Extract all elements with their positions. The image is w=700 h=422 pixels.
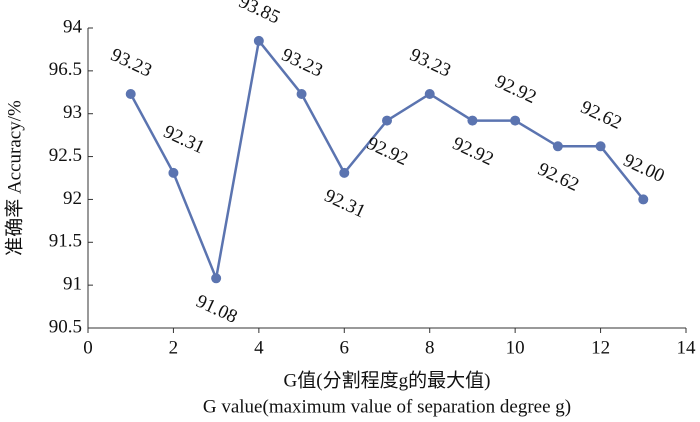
y-tick-label: 93 xyxy=(63,102,82,123)
x-tick-label: 10 xyxy=(506,337,525,358)
data-label: 92.31 xyxy=(160,121,208,158)
data-point xyxy=(296,89,307,99)
data-label: 93.85 xyxy=(236,0,284,28)
y-tick-label: 96.5 xyxy=(49,59,82,80)
data-point xyxy=(339,167,350,178)
data-point xyxy=(510,115,521,126)
data-label: 92.92 xyxy=(364,133,412,170)
y-tick-label: 90.5 xyxy=(49,316,82,337)
x-tick-label: 0 xyxy=(83,337,93,358)
data-label: 92.00 xyxy=(620,150,668,187)
y-tick-label: 91 xyxy=(63,274,82,295)
data-point xyxy=(125,89,136,99)
y-tick-label: 92 xyxy=(63,188,82,209)
data-label: 92.92 xyxy=(492,71,540,108)
x-tick-label: 4 xyxy=(254,337,264,358)
data-point xyxy=(168,167,179,178)
data-point xyxy=(467,115,478,126)
data-point xyxy=(253,35,264,46)
x-axis-label: G值(分割程度g的最大值) xyxy=(284,369,491,391)
data-label: 92.31 xyxy=(321,185,369,222)
x-tick-label: 8 xyxy=(425,337,435,358)
x-axis-label-en: G value(maximum value of separation degr… xyxy=(203,396,571,417)
y-axis-label: 准确率 Accuracy/% xyxy=(3,100,25,256)
data-label: 92.62 xyxy=(577,97,625,134)
data-label: 93.23 xyxy=(406,44,454,81)
data-point xyxy=(595,141,606,152)
x-tick-label: 2 xyxy=(169,337,179,358)
data-point xyxy=(552,141,563,152)
x-tick-label: 6 xyxy=(340,337,350,358)
data-label: 93.23 xyxy=(278,44,326,81)
data-label: 91.08 xyxy=(193,291,241,328)
data-point xyxy=(382,115,392,126)
y-tick-label: 92.5 xyxy=(49,145,82,166)
data-point xyxy=(638,194,649,205)
y-tick-label: 91.5 xyxy=(49,231,82,252)
data-point xyxy=(424,89,435,99)
data-label: 92.92 xyxy=(449,133,497,170)
x-tick-label: 12 xyxy=(591,337,610,358)
data-label: 93.23 xyxy=(107,44,155,81)
data-label: 92.62 xyxy=(535,159,583,196)
y-tick-label: 94 xyxy=(63,16,83,37)
data-point xyxy=(211,273,222,284)
x-tick-label: 14 xyxy=(677,337,697,358)
